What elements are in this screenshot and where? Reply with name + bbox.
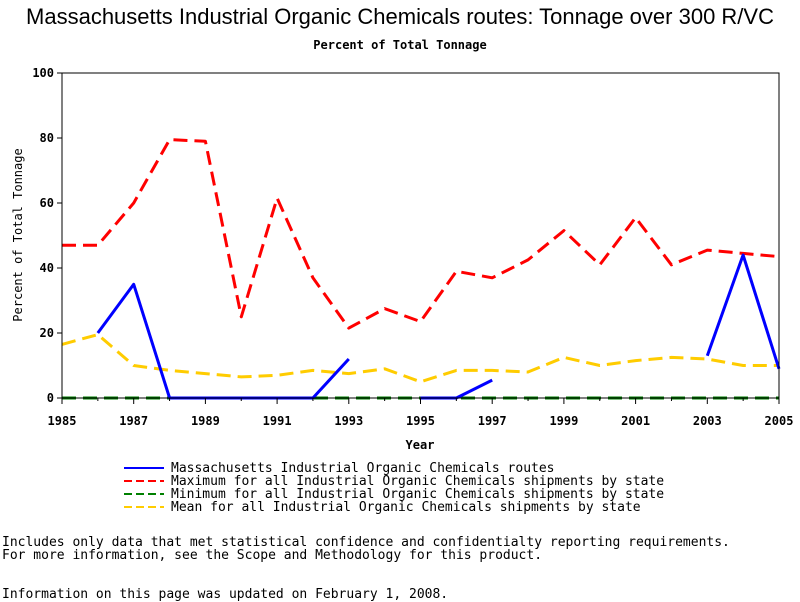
legend-label: Minimum for all Industrial Organic Chemi… [171,487,664,502]
y-tick-label: 40 [40,261,54,275]
footer-updated-date: Information on this page was updated on … [2,587,449,602]
legend-label: Massachusetts Industrial Organic Chemica… [171,461,555,476]
legend: Massachusetts Industrial Organic Chemica… [124,461,664,515]
series-line [420,378,493,400]
y-tick-label: 20 [40,326,54,340]
chart-title: Massachusetts Industrial Organic Chemica… [26,4,774,29]
y-axis-label: Percent of Total Tonnage [11,148,25,321]
series-4 [61,333,779,384]
y-tick-label: 80 [40,131,54,145]
series-1 [96,253,781,400]
x-tick-label: 2001 [621,414,650,428]
series-line [62,138,780,330]
x-tick-label: 1997 [478,414,507,428]
series-line [705,253,781,370]
legend-label: Mean for all Industrial Organic Chemical… [171,500,641,515]
x-axis: 1985 1987 1989 1991 1993 1995 1997 1999 2001 2003… [48,398,794,428]
x-tick-label: 1993 [334,414,363,428]
series-2 [62,138,780,330]
plot-frame [61,72,780,399]
x-tick-label: 1991 [263,414,292,428]
footer-note-confidence: Includes only data that met statistical … [2,535,730,550]
y-tick-label: 60 [40,196,54,210]
footer-note-methodology: For more information, see the Scope and … [2,548,543,563]
x-tick-label: 1995 [406,414,435,428]
x-tick-label: 1999 [549,414,578,428]
y-tick-label: 0 [47,391,54,405]
x-tick-label: 1989 [191,414,220,428]
series-line [96,282,350,400]
y-axis: 0 20 40 60 80 100 [32,66,62,405]
series-layer [61,138,781,400]
legend-label: Maximum for all Industrial Organic Chemi… [171,474,664,489]
x-tick-label: 1985 [48,414,77,428]
chart-subtitle: Percent of Total Tonnage [313,38,487,52]
series-line [61,333,779,384]
line-chart: 0 20 40 60 80 100 1985 1987 1989 1991 1993 1995 199… [11,66,794,515]
x-tick-label: 2003 [693,414,722,428]
x-tick-label: 2005 [765,414,794,428]
y-tick-label: 100 [32,66,54,80]
x-tick-label: 1987 [119,414,148,428]
x-axis-label: Year [406,438,435,452]
